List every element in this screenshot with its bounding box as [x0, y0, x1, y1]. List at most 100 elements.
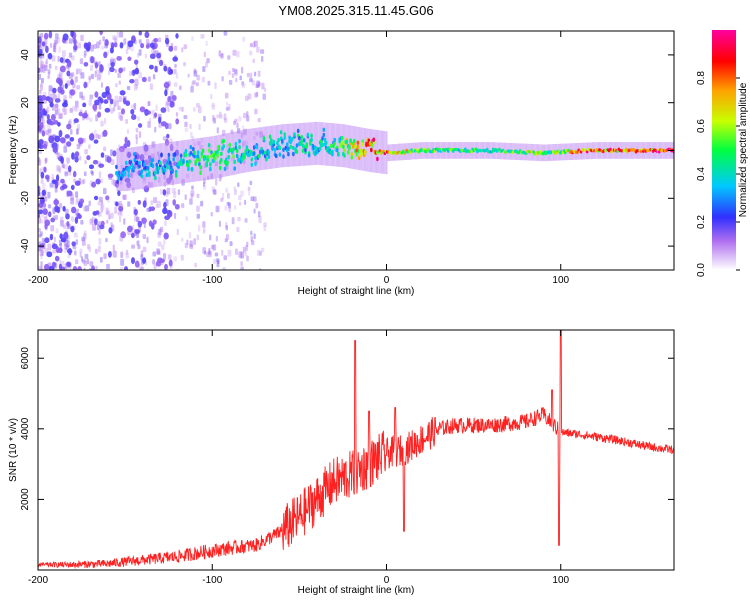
- signal-cell: [216, 149, 219, 155]
- signal-cell: [342, 144, 345, 149]
- noise-cell: [241, 83, 246, 88]
- signal-cell: [302, 144, 306, 149]
- noise-blob: [69, 136, 75, 142]
- noise-cell: [114, 206, 118, 214]
- signal-cell: [178, 162, 182, 167]
- signal-halo: [270, 125, 272, 169]
- noise-blob: [49, 233, 54, 241]
- noise-cell: [164, 220, 167, 227]
- noise-cell: [211, 104, 216, 110]
- noise-cell: [105, 207, 109, 215]
- noise-cell: [262, 93, 266, 100]
- noise-cell: [214, 252, 219, 257]
- signal-cell: [295, 149, 299, 154]
- noise-cell: [150, 153, 155, 159]
- noise-cell: [40, 61, 44, 68]
- noise-cell: [67, 240, 70, 248]
- noise-cell: [142, 177, 147, 184]
- noise-cell: [147, 101, 151, 107]
- noise-cell: [55, 215, 58, 220]
- y-tick-label: 40: [20, 49, 31, 61]
- noise-blob: [133, 208, 138, 216]
- noise-blob: [131, 232, 135, 239]
- noise-cell: [67, 66, 70, 71]
- signal-cell: [179, 153, 183, 158]
- signal-cell: [222, 138, 225, 144]
- noise-cell: [236, 51, 240, 58]
- signal-halo: [171, 141, 173, 185]
- noise-cell: [236, 122, 239, 129]
- signal-cell: [343, 153, 346, 158]
- noise-blob: [57, 247, 61, 253]
- noise-cell: [253, 208, 256, 214]
- noise-cell: [53, 47, 57, 53]
- noise-cell: [123, 194, 127, 200]
- noise-blob: [70, 79, 74, 86]
- noise-cell: [38, 265, 41, 270]
- noise-cell: [39, 66, 44, 73]
- noise-cell: [203, 51, 206, 58]
- noise-blob: [107, 251, 112, 258]
- signal-halo: [140, 146, 143, 189]
- noise-cell: [106, 210, 110, 216]
- noise-blob: [143, 144, 149, 152]
- signal-halo: [273, 125, 276, 169]
- noise-cell: [148, 117, 152, 123]
- signal-cell: [174, 169, 178, 175]
- signal-cell: [123, 170, 127, 176]
- noise-cell: [133, 103, 137, 110]
- noise-cell: [198, 106, 202, 114]
- noise-cell: [177, 189, 181, 196]
- noise-cell: [79, 155, 82, 161]
- signal-cell: [192, 146, 195, 152]
- noise-blob: [109, 47, 114, 54]
- noise-cell: [49, 182, 54, 188]
- signal-cell: [301, 148, 305, 153]
- noise-blob: [55, 174, 60, 182]
- noise-blob: [164, 89, 168, 97]
- noise-cell: [210, 212, 213, 217]
- noise-cell: [136, 52, 140, 58]
- noise-cell: [79, 251, 82, 258]
- x-tick-label: -100: [202, 575, 222, 586]
- noise-cell: [112, 106, 116, 112]
- snr-xlabel: Height of straight line (km): [298, 585, 415, 596]
- signal-cell: [409, 150, 412, 155]
- noise-cell: [110, 108, 114, 114]
- noise-cell: [236, 226, 240, 233]
- noise-blob: [44, 174, 50, 180]
- noise-cell: [218, 111, 222, 118]
- noise-cell: [81, 259, 86, 264]
- noise-cell: [240, 261, 243, 267]
- noise-cell: [79, 58, 84, 65]
- noise-cell: [83, 171, 87, 177]
- signal-halo: [233, 131, 236, 175]
- noise-cell: [134, 170, 138, 176]
- noise-cell: [89, 94, 94, 100]
- noise-cell: [57, 108, 60, 115]
- signal-halo: [175, 141, 177, 185]
- noise-cell: [203, 181, 206, 187]
- signal-halo: [172, 141, 175, 185]
- noise-cell: [208, 248, 211, 255]
- x-tick-label: -100: [202, 275, 222, 286]
- signal-cell: [267, 154, 271, 159]
- noise-blob: [54, 98, 61, 103]
- noise-cell: [55, 228, 59, 234]
- noise-cell: [102, 36, 105, 42]
- noise-cell: [78, 68, 83, 75]
- noise-cell: [76, 128, 79, 135]
- noise-blob: [124, 136, 128, 144]
- noise-blob: [94, 99, 100, 106]
- signal-cell: [199, 170, 202, 175]
- noise-cell: [116, 32, 120, 38]
- signal-cell: [167, 152, 171, 158]
- noise-blob: [153, 37, 159, 43]
- noise-blob: [106, 156, 112, 164]
- noise-cell: [137, 116, 140, 121]
- noise-cell: [240, 132, 243, 139]
- noise-blob: [163, 201, 167, 209]
- noise-cell: [202, 66, 206, 72]
- noise-blob: [125, 100, 131, 107]
- noise-blob: [160, 107, 167, 113]
